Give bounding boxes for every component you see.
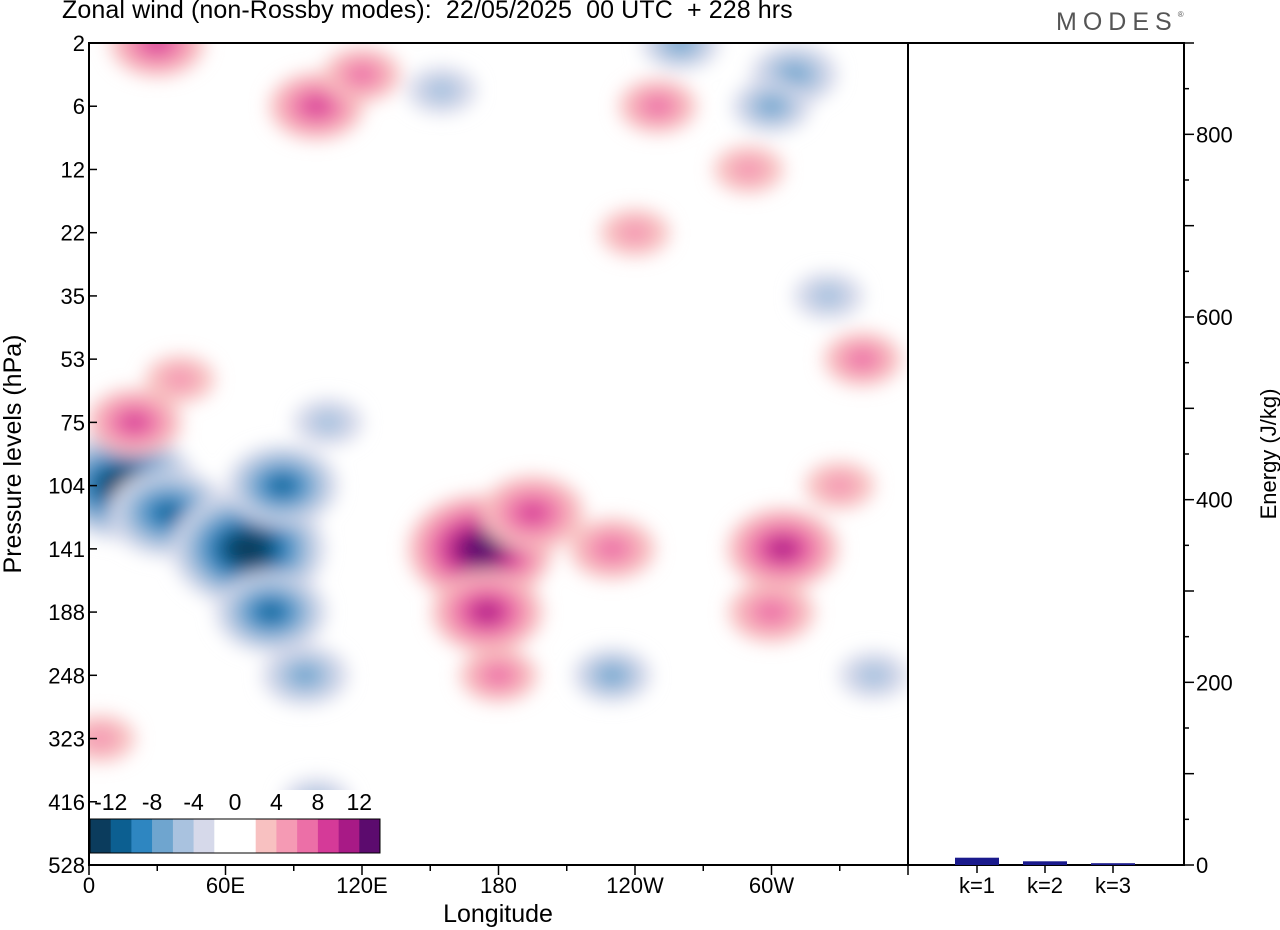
colorbar: -12 -8 -4 0 4 8 12 — [89, 789, 381, 854]
heat-blob — [89, 714, 136, 763]
x-tick-label: 60W — [749, 873, 794, 898]
heat-blob — [406, 66, 477, 115]
heat-blob — [600, 209, 670, 257]
colorbar-swatch — [235, 819, 256, 853]
heat-blob — [459, 648, 538, 703]
heatmap-x-axis-label: Longitude — [443, 900, 553, 928]
colorbar-tick-label: -12 — [94, 789, 127, 815]
modes-logo: MODES® — [1056, 8, 1184, 36]
heat-blob — [839, 651, 908, 699]
heat-blob — [732, 79, 811, 134]
heat-blob — [323, 47, 401, 102]
energy-panel-frame — [907, 42, 1185, 866]
y-tick-label: 104 — [48, 474, 85, 499]
heat-blob — [226, 445, 339, 527]
heat-blob — [618, 79, 697, 134]
colorbar-swatch — [152, 819, 174, 853]
energy-category-label: k=3 — [1095, 873, 1131, 898]
colorbar-tick-label: -4 — [183, 789, 204, 815]
colorbar-swatch — [317, 819, 339, 853]
energy-bar — [1023, 861, 1067, 865]
x-tick-label: 120W — [606, 873, 664, 898]
colorbar-tick-label: 8 — [312, 789, 325, 815]
colorbar-swatch — [276, 819, 298, 853]
heatmap-field — [89, 43, 908, 826]
energy-bar — [955, 857, 999, 865]
x-tick-label: 60E — [206, 873, 245, 898]
colorbar-swatch — [255, 819, 277, 853]
colorbar-swatch — [110, 819, 132, 853]
heat-blob — [481, 475, 585, 551]
y-tick-label: 528 — [48, 853, 85, 878]
heat-blob — [569, 518, 656, 580]
colorbar-swatch — [359, 819, 381, 853]
energy-bar — [1091, 863, 1135, 865]
y-tick-label: 416 — [48, 790, 85, 815]
colorbar-swatch — [297, 819, 319, 853]
heat-blob — [215, 571, 327, 653]
colorbar-swatch — [193, 819, 215, 853]
y-tick-label: 35 — [61, 284, 85, 309]
heatmap-y-axis-label: Pressure levels (hPa) — [0, 335, 27, 574]
chart-title: Zonal wind (non-Rossby modes): 22/05/202… — [62, 0, 793, 24]
heat-blob — [261, 644, 349, 706]
y-tick-label: 141 — [48, 537, 85, 562]
colorbar-swatch — [338, 819, 360, 853]
colorbar-swatch — [172, 819, 194, 853]
x-tick-label: 120E — [336, 873, 387, 898]
y-tick-label: 248 — [48, 663, 85, 688]
x-tick-label: 180 — [480, 873, 517, 898]
heat-blob — [293, 398, 363, 446]
colorbar-tick-label: 4 — [270, 789, 283, 815]
heat-blob — [145, 355, 215, 403]
colorbar-tick-label: -8 — [142, 789, 162, 815]
heat-blob — [109, 43, 205, 77]
modes-logo-text: MODES — [1056, 8, 1178, 36]
energy-y-axis-label: Energy (J/kg) — [1256, 389, 1280, 520]
heat-blob — [713, 145, 784, 194]
y-tick-label: 6 — [73, 94, 85, 119]
x-tick-label: 0 — [83, 873, 95, 898]
heat-blob — [431, 571, 543, 653]
y-tick-label: 12 — [61, 157, 85, 182]
heat-blob — [793, 272, 864, 320]
heat-blob — [823, 332, 902, 387]
energy-y-tick-label: 800 — [1196, 122, 1233, 147]
colorbar-tick-label: 12 — [347, 789, 373, 815]
y-tick-label: 323 — [48, 727, 85, 752]
colorbar-swatch — [90, 819, 111, 853]
energy-category-label: k=2 — [1027, 873, 1063, 898]
heat-blob — [727, 508, 839, 590]
energy-y-tick-label: 0 — [1196, 853, 1208, 878]
colorbar-tick-label: 0 — [229, 789, 242, 815]
heat-blob — [573, 648, 652, 703]
energy-category-label: k=1 — [959, 873, 995, 898]
energy-bar-chart: 0 200 400 600 800 k=1 k=2 k=3 — [955, 42, 1233, 898]
y-tick-label: 22 — [61, 221, 85, 246]
heatmap-background — [89, 43, 908, 865]
heat-blob — [641, 43, 720, 70]
energy-y-tick-label: 400 — [1196, 488, 1233, 513]
y-tick-label: 53 — [61, 347, 85, 372]
energy-y-tick-label: 600 — [1196, 305, 1233, 330]
heat-blob — [89, 388, 182, 457]
energy-y-tick-label: 200 — [1196, 670, 1233, 695]
colorbar-swatch — [214, 819, 236, 853]
y-tick-label: 2 — [73, 31, 85, 56]
heat-blob — [804, 462, 875, 510]
y-tick-label: 75 — [61, 410, 85, 435]
heat-blob — [728, 581, 815, 643]
y-tick-label: 188 — [48, 600, 85, 625]
colorbar-swatch — [131, 819, 153, 853]
